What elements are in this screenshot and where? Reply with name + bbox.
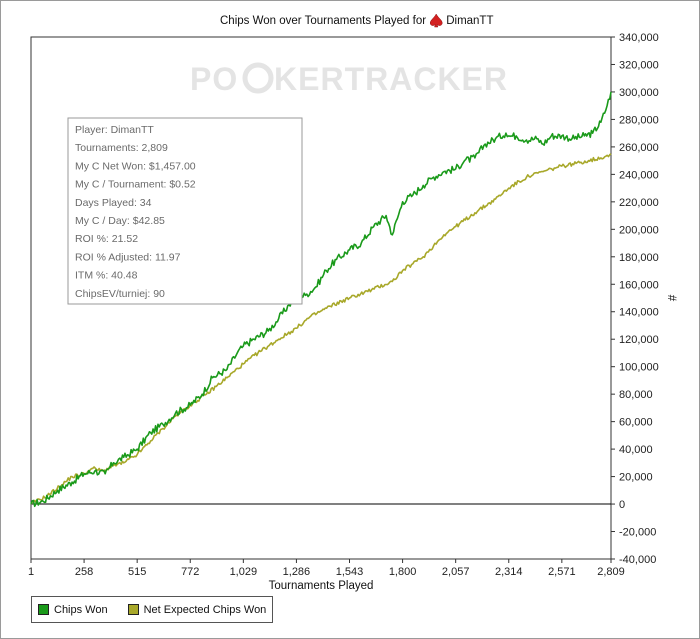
y-tick-label: 260,000 bbox=[619, 142, 659, 154]
y-tick-label: 160,000 bbox=[619, 279, 659, 291]
legend-label-chips-won: Chips Won bbox=[54, 603, 108, 616]
spade-icon bbox=[429, 13, 443, 28]
chart-title-player: DimanTT bbox=[446, 15, 493, 27]
y-tick-label: 20,000 bbox=[619, 472, 653, 484]
stats-line: My C / Tournament: $0.52 bbox=[75, 179, 196, 191]
stats-line: ITM %: 40.48 bbox=[75, 270, 138, 282]
y-tick-label: 280,000 bbox=[619, 114, 659, 126]
x-tick-label: 772 bbox=[181, 566, 199, 578]
stats-line: Player: DimanTT bbox=[75, 124, 154, 136]
stats-box: Player: DimanTT Tournaments: 2,809 My C Ne… bbox=[67, 117, 303, 305]
y-tick-label: 140,000 bbox=[619, 307, 659, 319]
stats-line: ChipsEV/turniej: 90 bbox=[75, 288, 165, 300]
x-tick-label: 1,543 bbox=[336, 566, 364, 578]
y-tick-label: 40,000 bbox=[619, 444, 653, 456]
y-tick-label: 220,000 bbox=[619, 197, 659, 209]
y-tick-label: -20,000 bbox=[619, 527, 656, 539]
stats-line: My C / Day: $42.85 bbox=[75, 215, 165, 227]
y-tick-label: 200,000 bbox=[619, 224, 659, 236]
stats-box-border bbox=[67, 117, 303, 305]
series-line-chips-won bbox=[30, 91, 612, 508]
series-lines bbox=[30, 91, 612, 508]
y-axis-title: # bbox=[665, 295, 677, 302]
y-tick-label: 340,000 bbox=[619, 32, 659, 44]
y-tick-label: 80,000 bbox=[619, 389, 653, 401]
x-tick-label: 515 bbox=[128, 566, 146, 578]
y-tick-label: -40,000 bbox=[619, 554, 656, 566]
x-tick-label: 1,286 bbox=[283, 566, 311, 578]
stats-line: Days Played: 34 bbox=[75, 197, 152, 209]
y-tick-label: 120,000 bbox=[619, 334, 659, 346]
x-tick-label: 258 bbox=[75, 566, 93, 578]
y-tick-label: 300,000 bbox=[619, 87, 659, 99]
y-tick-label: 180,000 bbox=[619, 252, 659, 264]
legend-label-net-expected: Net Expected Chips Won bbox=[143, 603, 267, 616]
x-tick-label: 1,029 bbox=[230, 566, 258, 578]
stats-line: ROI %: 21.52 bbox=[75, 233, 138, 245]
x-tick-label: 1,800 bbox=[389, 566, 417, 578]
legend-swatch-net-expected bbox=[127, 604, 139, 615]
x-tick-label: 2,571 bbox=[548, 566, 576, 578]
poker-tracker-watermark: PO KERTRACKER bbox=[190, 61, 508, 97]
x-axis: 1 258 515 772 1,029 1,286 1,543 1,800 2,057 2,314… bbox=[28, 559, 625, 578]
x-tick-label: 2,057 bbox=[442, 566, 470, 578]
legend-item-chips-won: Chips Won bbox=[38, 604, 108, 616]
stats-line: ROI % Adjusted: 11.97 bbox=[75, 251, 181, 263]
x-axis-title: Tournaments Played bbox=[269, 580, 374, 592]
svg-text:PO: PO bbox=[190, 61, 238, 97]
x-tick-label: 2,809 bbox=[597, 566, 625, 578]
x-tick-label: 1 bbox=[28, 566, 34, 578]
legend: Chips Won Net Expected Chips Won bbox=[31, 596, 274, 623]
svg-text:KERTRACKER: KERTRACKER bbox=[274, 61, 508, 97]
y-tick-label: 240,000 bbox=[619, 169, 659, 181]
y-tick-label: 60,000 bbox=[619, 417, 653, 429]
x-tick-label: 2,314 bbox=[495, 566, 523, 578]
series-line-net-expected bbox=[30, 153, 612, 505]
y-tick-label: 0 bbox=[619, 499, 625, 511]
stats-line: My C Net Won: $1,457.00 bbox=[75, 160, 196, 172]
y-tick-label: 320,000 bbox=[619, 59, 659, 71]
chart-title: Chips Won over Tournaments Played for bbox=[220, 15, 426, 27]
legend-swatch-chips-won bbox=[38, 604, 49, 615]
stats-line: Tournaments: 2,809 bbox=[75, 142, 168, 154]
y-tick-label: 100,000 bbox=[619, 362, 659, 374]
legend-item-net-expected: Net Expected Chips Won bbox=[127, 603, 267, 616]
y-axis: -40,000 -20,000 0 20,000 40,000 60,000 80,000 1… bbox=[611, 32, 659, 566]
